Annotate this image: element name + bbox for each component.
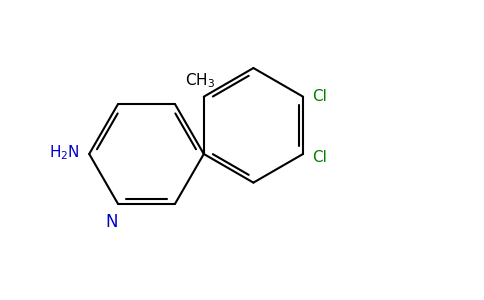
Text: H$_2$N: H$_2$N	[49, 143, 80, 162]
Text: Cl: Cl	[313, 151, 328, 166]
Text: Cl: Cl	[313, 89, 328, 104]
Text: CH$_3$: CH$_3$	[185, 71, 215, 90]
Text: N: N	[105, 213, 118, 231]
